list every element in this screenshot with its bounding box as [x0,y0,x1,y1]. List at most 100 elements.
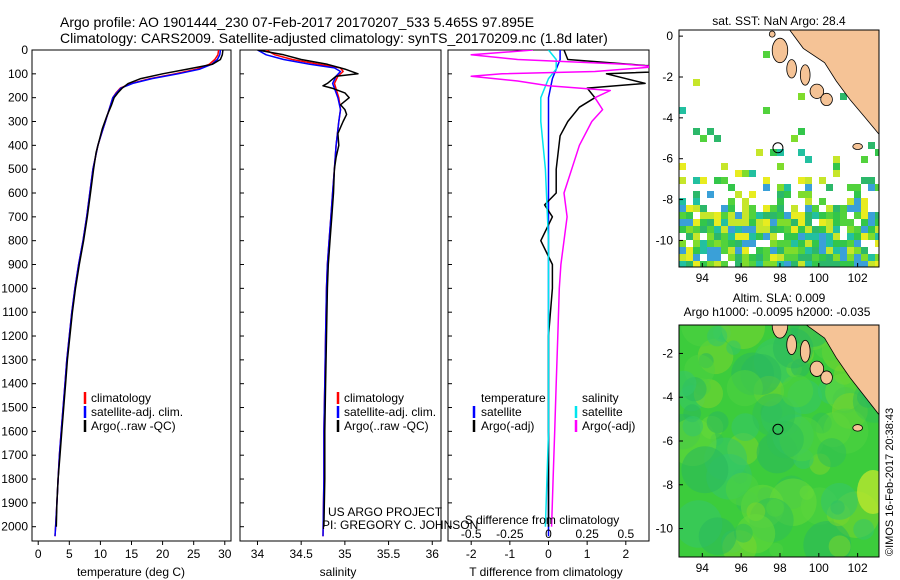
x-tick-label: 100 [809,271,829,285]
x-tick-label: 30 [218,547,232,561]
sst-cell [770,240,777,247]
sst-cell [686,226,693,233]
sst-cell [728,205,735,212]
legend-label-satellite: satellite-adj. clim. [344,405,436,419]
sst-cell [868,254,875,261]
salinity-panel-frame [239,49,442,542]
sst-cell [700,247,707,254]
sst-cell [700,205,707,212]
legend-label-climatology: climatology [344,391,404,405]
sst-cell [777,184,784,191]
sst-cell [728,219,735,226]
sst-cell [875,149,879,156]
sst-cell [833,233,840,240]
salinity-legend: climatology satellite-adj. clim. Argo(..… [336,391,436,433]
sst-cell [714,212,721,219]
sst-cell [707,128,714,135]
legend-label-s-argo: Argo(-adj) [582,419,635,433]
legend-label-s-satellite: satellite [582,405,623,419]
y-tick-label: -8 [662,193,673,207]
sst-cell [749,261,756,267]
land-island [809,83,825,99]
sla-cell [799,485,814,500]
sst-cell [763,247,770,254]
sst-cell [728,184,735,191]
sst-cell [742,240,749,247]
sla-cell [780,374,814,408]
sst-cell [756,233,763,240]
depth-tick-label: 2000 [1,520,28,534]
land-island [820,370,833,385]
sst-cell [833,219,840,226]
sst-cell [693,247,700,254]
sst-cell [847,226,854,233]
sst-cell [819,219,826,226]
sla-map-title-line1: Altim. SLA: 0.009 [733,291,826,305]
sst-cell [854,212,861,219]
sla-cell [706,411,729,434]
sst-cell [693,226,700,233]
sst-cell [700,226,707,233]
sst-cell [791,240,798,247]
sst-cell [798,261,805,267]
land-island [786,334,797,355]
sst-cell [875,261,879,267]
sst-cell [770,149,777,156]
sst-cell [693,240,700,247]
sst-cell [686,219,693,226]
sst-cell [735,219,742,226]
salinity-xlabel: salinity [320,565,357,579]
sst-cell [826,240,833,247]
sst-cell [763,212,770,219]
temperature-xlabel: temperature (deg C) [77,565,185,579]
x-tick-label: 5 [66,547,73,561]
sst-cell [777,226,784,233]
sst-cell [693,261,700,267]
sst-cell [819,177,826,184]
sst-cell [861,156,868,163]
x-tick-label: 34.5 [289,547,313,561]
argo-position-marker [772,423,784,435]
sst-cell [812,240,819,247]
sst-cell [805,247,812,254]
sst-cell [749,205,756,212]
sla-cell [769,542,784,557]
sst-cell [847,254,854,261]
sst-cell [798,191,805,198]
sst-cell [693,254,700,261]
legend-header-temperature: temperature [481,391,546,405]
sst-cell [728,240,735,247]
sst-cell [770,226,777,233]
x-tick-label: 1 [584,547,591,561]
sst-cell [686,254,693,261]
legend-header-salinity: salinity [582,391,619,405]
sst-cell [868,177,875,184]
sst-cell [826,254,833,261]
sst-cell [833,156,840,163]
x-tick-label-salinity: -0.5 [461,527,482,541]
sst-cell [847,233,854,240]
sst-cell [784,240,791,247]
sla-cell [698,517,737,556]
depth-tick-label: 900 [8,258,28,272]
sst-cell [791,226,798,233]
sst-cell [700,177,707,184]
sst-cell [819,240,826,247]
sst-cell [840,205,847,212]
sst-cell [714,226,721,233]
sst-cell [805,156,812,163]
sst-cell [763,205,770,212]
sst-cell [861,254,868,261]
depth-tick-label: 700 [8,210,28,224]
sst-cell [854,198,861,205]
sst-cell [735,226,742,233]
sst-cell [875,212,879,219]
sst-cell [686,261,693,267]
sst-cell [805,240,812,247]
sst-cell [784,254,791,261]
sst-cell [721,226,728,233]
sst-cell [840,254,847,261]
series-line-climatology [54,50,220,537]
sst-cell [812,205,819,212]
